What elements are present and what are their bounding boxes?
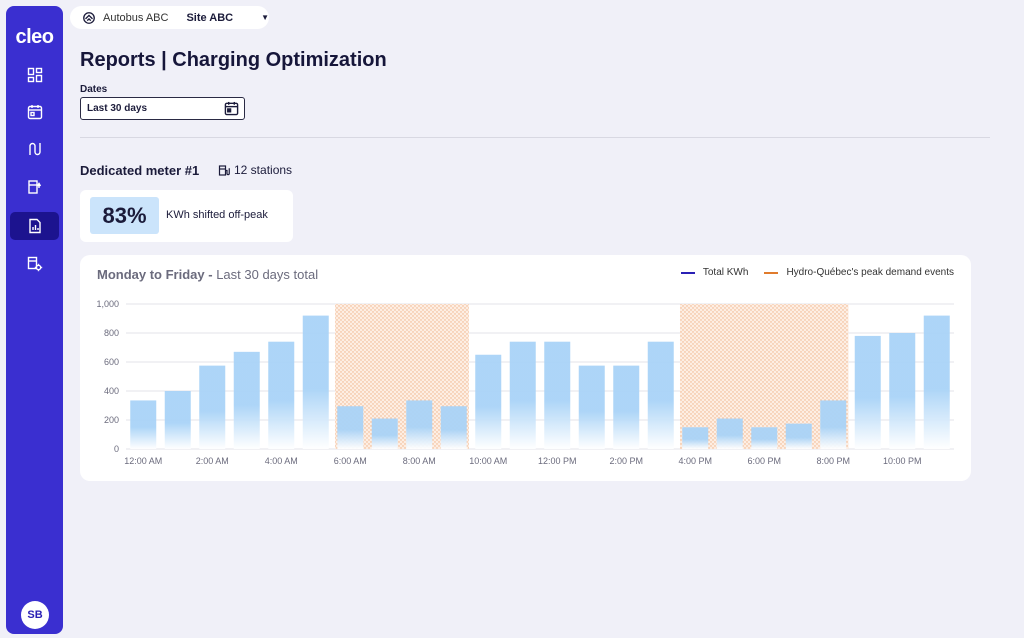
user-avatar[interactable]: SB [21,601,49,629]
x-tick-label: 8:00 AM [403,456,436,466]
y-tick-label: 600 [104,357,119,367]
bar-9-00-pm [854,335,881,449]
bar-1-00-am [164,391,191,449]
x-tick-label: 4:00 PM [678,456,712,466]
y-tick-label: 1,000 [96,299,119,309]
calendar-icon [27,105,42,120]
x-tick-label: 2:00 AM [196,456,229,466]
bar-2-00-pm [613,365,640,449]
bar-6-00-pm [751,427,778,449]
y-tick-label: 0 [114,444,119,454]
settings-icon [27,256,42,272]
bar-3-00-am [233,351,260,449]
bar-9-00-am [440,406,467,449]
charging-station-icon [27,180,41,194]
legend-label: Total KWh [702,267,749,278]
bar-7-00-am [371,418,398,449]
legend-label: Hydro-Québec's peak demand events [786,267,954,278]
bar-7-00-pm [785,423,812,449]
legend-item-total-kwh[interactable]: Total KWh [680,267,749,278]
x-tick-label: 12:00 AM [124,456,162,466]
bar-8-00-pm [820,400,847,449]
y-tick-label: 200 [104,415,119,425]
dates-label: Dates [80,84,108,95]
chart-title-rest: Last 30 days total [216,267,319,282]
bar-4-00-pm [682,427,709,449]
bar-4-00-am [268,341,295,449]
dates-value: Last 30 days [87,103,148,114]
bar-12-00-pm [544,341,571,449]
dashboard-icon [27,67,42,83]
kwh-bar-chart: 1,000 800 600 400 200 0 12:00 AM 2:00 AM 4:00 AM… [96,299,954,466]
legend-swatch [764,271,779,274]
kpi-card: 83% KWh shifted off-peak [80,190,293,242]
routes-icon [28,142,41,156]
organization-icon [83,11,95,24]
meter-title: Dedicated meter #1 [80,163,200,178]
x-tick-label: 10:00 PM [883,456,922,466]
organization-name: Autobus ABC [103,11,169,24]
bar-3-00-pm [647,341,674,449]
y-tick-label: 800 [104,328,119,338]
bar-11-00-pm [923,315,950,449]
sidebar: cleo [6,6,63,634]
divider [80,137,990,138]
bar-2-00-am [199,365,226,449]
nav-charging[interactable] [10,173,59,201]
chart-card: Monday to Friday - Last 30 days total To… [80,255,971,481]
calendar-icon[interactable] [224,101,239,116]
x-tick-label: 6:00 AM [334,456,367,466]
nav-dashboard[interactable] [10,61,59,89]
bar-10-00-am [475,354,502,449]
chevron-down-icon: ▼ [261,13,270,22]
nav-reports[interactable] [10,212,59,240]
dates-picker[interactable]: Last 30 days [80,97,245,120]
site-name: Site ABC [186,11,234,24]
kpi-value: 83% [90,197,159,234]
bar-5-00-pm [716,418,743,449]
x-tick-label: 4:00 AM [265,456,298,466]
x-tick-label: 2:00 PM [609,456,643,466]
x-tick-label: 12:00 PM [538,456,577,466]
bar-8-00-am [406,400,433,449]
chart-title-bold: Monday to Friday - [97,267,213,282]
bar-10-00-pm [889,333,916,449]
site-selector[interactable]: Autobus ABC Site ABC ▼ [70,6,269,29]
station-count: 12 stations [218,163,292,177]
x-tick-label: 8:00 PM [816,456,850,466]
charging-station-icon [218,164,230,176]
kpi-label: KWh shifted off-peak [166,209,268,221]
x-tick-label: 6:00 PM [747,456,781,466]
x-tick-label: 10:00 AM [469,456,507,466]
bar-12-00-am [130,400,157,449]
legend-swatch [680,271,695,274]
chart-legend: Total KWh Hydro-Québec's peak demand eve… [680,267,954,278]
app-logo[interactable]: cleo [15,26,54,48]
chart-title: Monday to Friday - Last 30 days total [97,267,318,282]
nav-calendar[interactable] [10,98,59,126]
station-count-label: 12 stations [234,163,293,177]
nav-settings[interactable] [10,250,59,278]
bar-1-00-pm [578,365,605,449]
y-tick-label: 400 [104,386,119,396]
page-title: Reports | Charging Optimization [80,49,387,71]
bar-11-00-am [509,341,536,449]
legend-item-peak-events[interactable]: Hydro-Québec's peak demand events [764,267,954,278]
reports-icon [28,218,41,234]
bar-6-00-am [337,406,364,449]
bar-5-00-am [302,315,329,449]
nav-routes[interactable] [10,135,59,163]
